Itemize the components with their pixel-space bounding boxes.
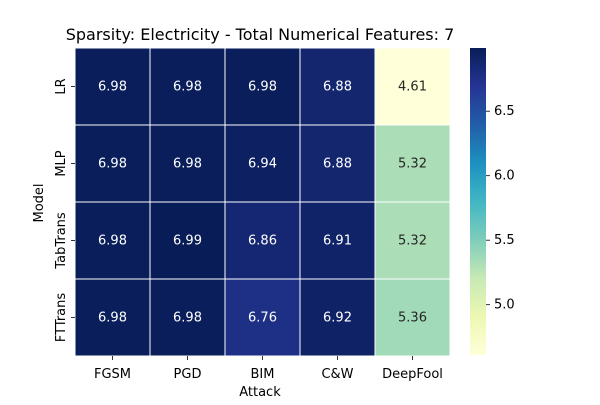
heatmap-cell xyxy=(224,201,301,280)
heatmap-cell xyxy=(74,124,151,203)
colorbar-tick-label: 5.5 xyxy=(494,233,515,248)
heatmap-cell xyxy=(374,124,451,203)
x-tick-label: BIM xyxy=(251,367,275,382)
heatmap-cell xyxy=(74,47,151,126)
x-tick-label: PGD xyxy=(174,367,202,382)
x-tick-label: FGSM xyxy=(94,367,131,382)
heatmap-cell-label: 6.98 xyxy=(173,311,202,326)
heatmap-cell xyxy=(374,47,451,126)
heatmap-cell-label: 5.36 xyxy=(398,311,427,326)
heatmap-cell-label: 6.88 xyxy=(323,80,352,95)
colorbar-tick-label: 5.0 xyxy=(494,298,515,313)
heatmap-cell xyxy=(374,201,451,280)
heatmap-cell xyxy=(299,47,376,126)
heatmap-cell-label: 5.32 xyxy=(398,234,427,249)
x-tick-label: DeepFool xyxy=(382,367,443,382)
chart-title: Sparsity: Electricity - Total Numerical … xyxy=(66,25,455,44)
heatmap-cell-label: 6.86 xyxy=(248,234,277,249)
heatmap-cell-label: 6.98 xyxy=(173,157,202,172)
heatmap-cell-label: 6.98 xyxy=(98,234,127,249)
y-tick-label: MLP xyxy=(54,150,69,176)
heatmap-cell-label: 6.92 xyxy=(323,311,352,326)
x-axis-label: Attack xyxy=(239,385,281,400)
y-tick-label: FTTrans xyxy=(54,293,69,343)
heatmap-cell-label: 6.88 xyxy=(323,157,352,172)
colorbar-tick-label: 6.0 xyxy=(494,169,515,184)
heatmap-cell xyxy=(374,278,451,357)
heatmap-cell-label: 6.91 xyxy=(323,234,352,249)
heatmap-cell xyxy=(224,47,301,126)
heatmap-cell-label: 6.98 xyxy=(98,311,127,326)
heatmap-cell xyxy=(224,278,301,357)
x-tick-label: C&W xyxy=(321,367,353,382)
y-axis-ticks: LR MLP TabTrans FTTrans xyxy=(54,78,75,342)
heatmap-cell-labels: 6.98 6.98 6.98 6.88 4.61 6.98 6.98 6.94 6.88 5.32… xyxy=(98,80,427,326)
heatmap-cell xyxy=(299,278,376,357)
colorbar-gradient xyxy=(470,48,486,355)
heatmap-cell-label: 6.98 xyxy=(248,80,277,95)
heatmap-cell-label: 6.98 xyxy=(98,80,127,95)
heatmap-cell-label: 6.94 xyxy=(248,157,277,172)
heatmap-cell xyxy=(149,47,226,126)
heatmap-cell-label: 5.32 xyxy=(398,157,427,172)
heatmap-cell-label: 6.98 xyxy=(98,157,127,172)
heatmap-cell-label: 6.76 xyxy=(248,311,277,326)
heatmap-cell xyxy=(149,278,226,357)
y-axis-label: Model xyxy=(32,183,47,222)
heatmap-cell xyxy=(299,201,376,280)
colorbar-tick-label: 6.5 xyxy=(494,104,515,119)
heatmap-cell-label: 4.61 xyxy=(398,80,427,95)
heatmap-cell-label: 6.99 xyxy=(173,234,202,249)
heatmap-cell xyxy=(149,201,226,280)
y-tick-label: TabTrans xyxy=(54,212,69,270)
heatmap-cell-label: 6.98 xyxy=(173,80,202,95)
x-axis-ticks: FGSM PGD BIM C&W DeepFool xyxy=(94,356,443,382)
colorbar: 5.0 5.5 6.0 6.5 xyxy=(470,48,515,355)
y-tick-label: LR xyxy=(54,78,69,94)
heatmap-cell xyxy=(224,124,301,203)
heatmap-cells xyxy=(74,47,451,357)
